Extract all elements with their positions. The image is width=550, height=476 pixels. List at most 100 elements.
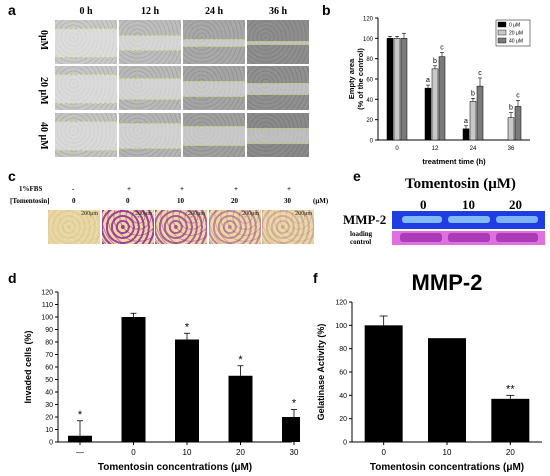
y-tick-label: 0 [370,139,374,145]
significance-label: c [440,45,444,52]
scratch-gap [247,128,309,144]
significance-label: a [426,77,430,84]
loading-label-line: loading [350,230,373,238]
scratch-micrograph [247,113,309,157]
y-tick-label: 90 [45,327,53,334]
scratch-gap [119,78,181,100]
y-tick-label: 100 [41,315,53,322]
bar [121,317,146,442]
scratch-gap [247,83,309,95]
band-highlight [448,216,490,223]
scratch-gap [183,39,245,47]
band-highlight [496,216,538,223]
y-tick-label: 100 [335,323,347,330]
bar [507,117,515,141]
scale-bar-label: 200μm [242,211,259,217]
invasion-micrograph: 200μm [48,210,100,244]
blot-title: Tomentosin (μM) [405,176,516,192]
mmp2-band-label: MMP-2 [343,212,387,227]
tomentosin-label: [Tomentosin] [10,197,50,205]
chart-title: MMP-2 [412,270,483,295]
fbs-label: 1%FBS [19,185,43,193]
y-tick-label: 20 [45,415,53,422]
lane-label: 0 [420,197,427,212]
scratch-gap [183,126,245,146]
scratch-micrograph [55,113,117,157]
scratch-gap [119,123,181,149]
x-tick-label: 10 [183,448,192,457]
x-tick-label: 0 [131,448,136,457]
significance-label: c [478,70,482,77]
bar [400,38,408,141]
time-header: 0 h [79,6,93,17]
fbs-value: + [180,185,184,193]
tomentosin-value: 0 [126,197,130,205]
y-tick-label: 120 [363,17,374,23]
x-tick-label: 36 [508,146,515,152]
loading-gel-band [392,231,545,245]
y-axis-label: Empty area [347,58,356,99]
chart-f: MMP-2 0 20 40 60 80 100 120 0 10 20 ** Tomentosin co… [316,270,542,473]
panel-label-d: d [8,270,17,286]
legend-label: 20 μM [509,31,523,37]
x-axis-label: Tomentosin concentrations (μM) [370,462,524,473]
bar [68,435,92,442]
invasion-micrograph: 200μm [262,210,314,244]
tomentosin-value: 0 [72,197,76,205]
y-tick-label: 10 [45,427,53,434]
y-tick-label: 120 [41,290,53,297]
y-tick-label: 110 [42,302,53,309]
bar [424,87,432,141]
x-tick-label: 20 [236,448,245,457]
significance-label: b [471,90,475,97]
significance-label: * [78,409,83,421]
y-tick-label: 0 [49,440,53,447]
scratch-micrograph [183,66,245,110]
y-tick-label: 60 [339,370,347,377]
x-tick-label: 30 [290,448,299,457]
scratch-gap [55,121,117,151]
scratch-micrograph [247,66,309,110]
y-tick-label: 120 [335,300,347,307]
loading-band [400,233,442,242]
y-tick-label: 80 [366,57,373,63]
lane-label: 20 [509,197,522,212]
bar [438,56,446,141]
x-tick-label: 0 [381,448,386,457]
scale-bar-label: 200μm [188,211,205,217]
bar [476,85,484,141]
concentration-label: 40 μM [38,122,49,150]
tomentosin-value: 10 [177,197,184,205]
significance-label: c [516,92,520,99]
scratch-gap [119,35,181,51]
invasion-micrograph: 200μm [155,210,207,244]
scratch-micrograph [119,113,181,157]
y-tick-label: 20 [366,118,373,124]
panel-label-b: b [322,2,331,18]
panel-label-a: a [8,2,16,18]
bar [386,38,394,141]
x-tick-label: 20 [506,448,515,457]
chart-d: 0 10 20 30 40 50 60 70 80 90 100 110 120 — * 0 10 * 20 * 30 *… [23,290,300,473]
scratch-micrograph [55,66,117,110]
band-highlight [402,216,442,223]
y-tick-label: 60 [45,365,53,372]
y-tick-label: 0 [343,440,347,447]
bar [514,106,522,141]
x-tick-label: 0 [395,146,399,152]
bar [431,68,439,141]
concentration-label: 20 μM [38,77,49,105]
scratch-micrograph [247,20,309,64]
bar [491,398,530,442]
y-tick-label: 80 [45,340,53,347]
y-tick-label: 80 [339,346,347,353]
legend-swatch [497,29,507,36]
lane-label: 10 [462,197,475,212]
loading-label-line: control [350,238,372,246]
panel-label-c: c [8,168,16,184]
x-tick-label: 10 [443,448,452,457]
legend-label: 0 μM [509,23,520,29]
bar [228,375,253,442]
scratch-micrograph [183,20,245,64]
